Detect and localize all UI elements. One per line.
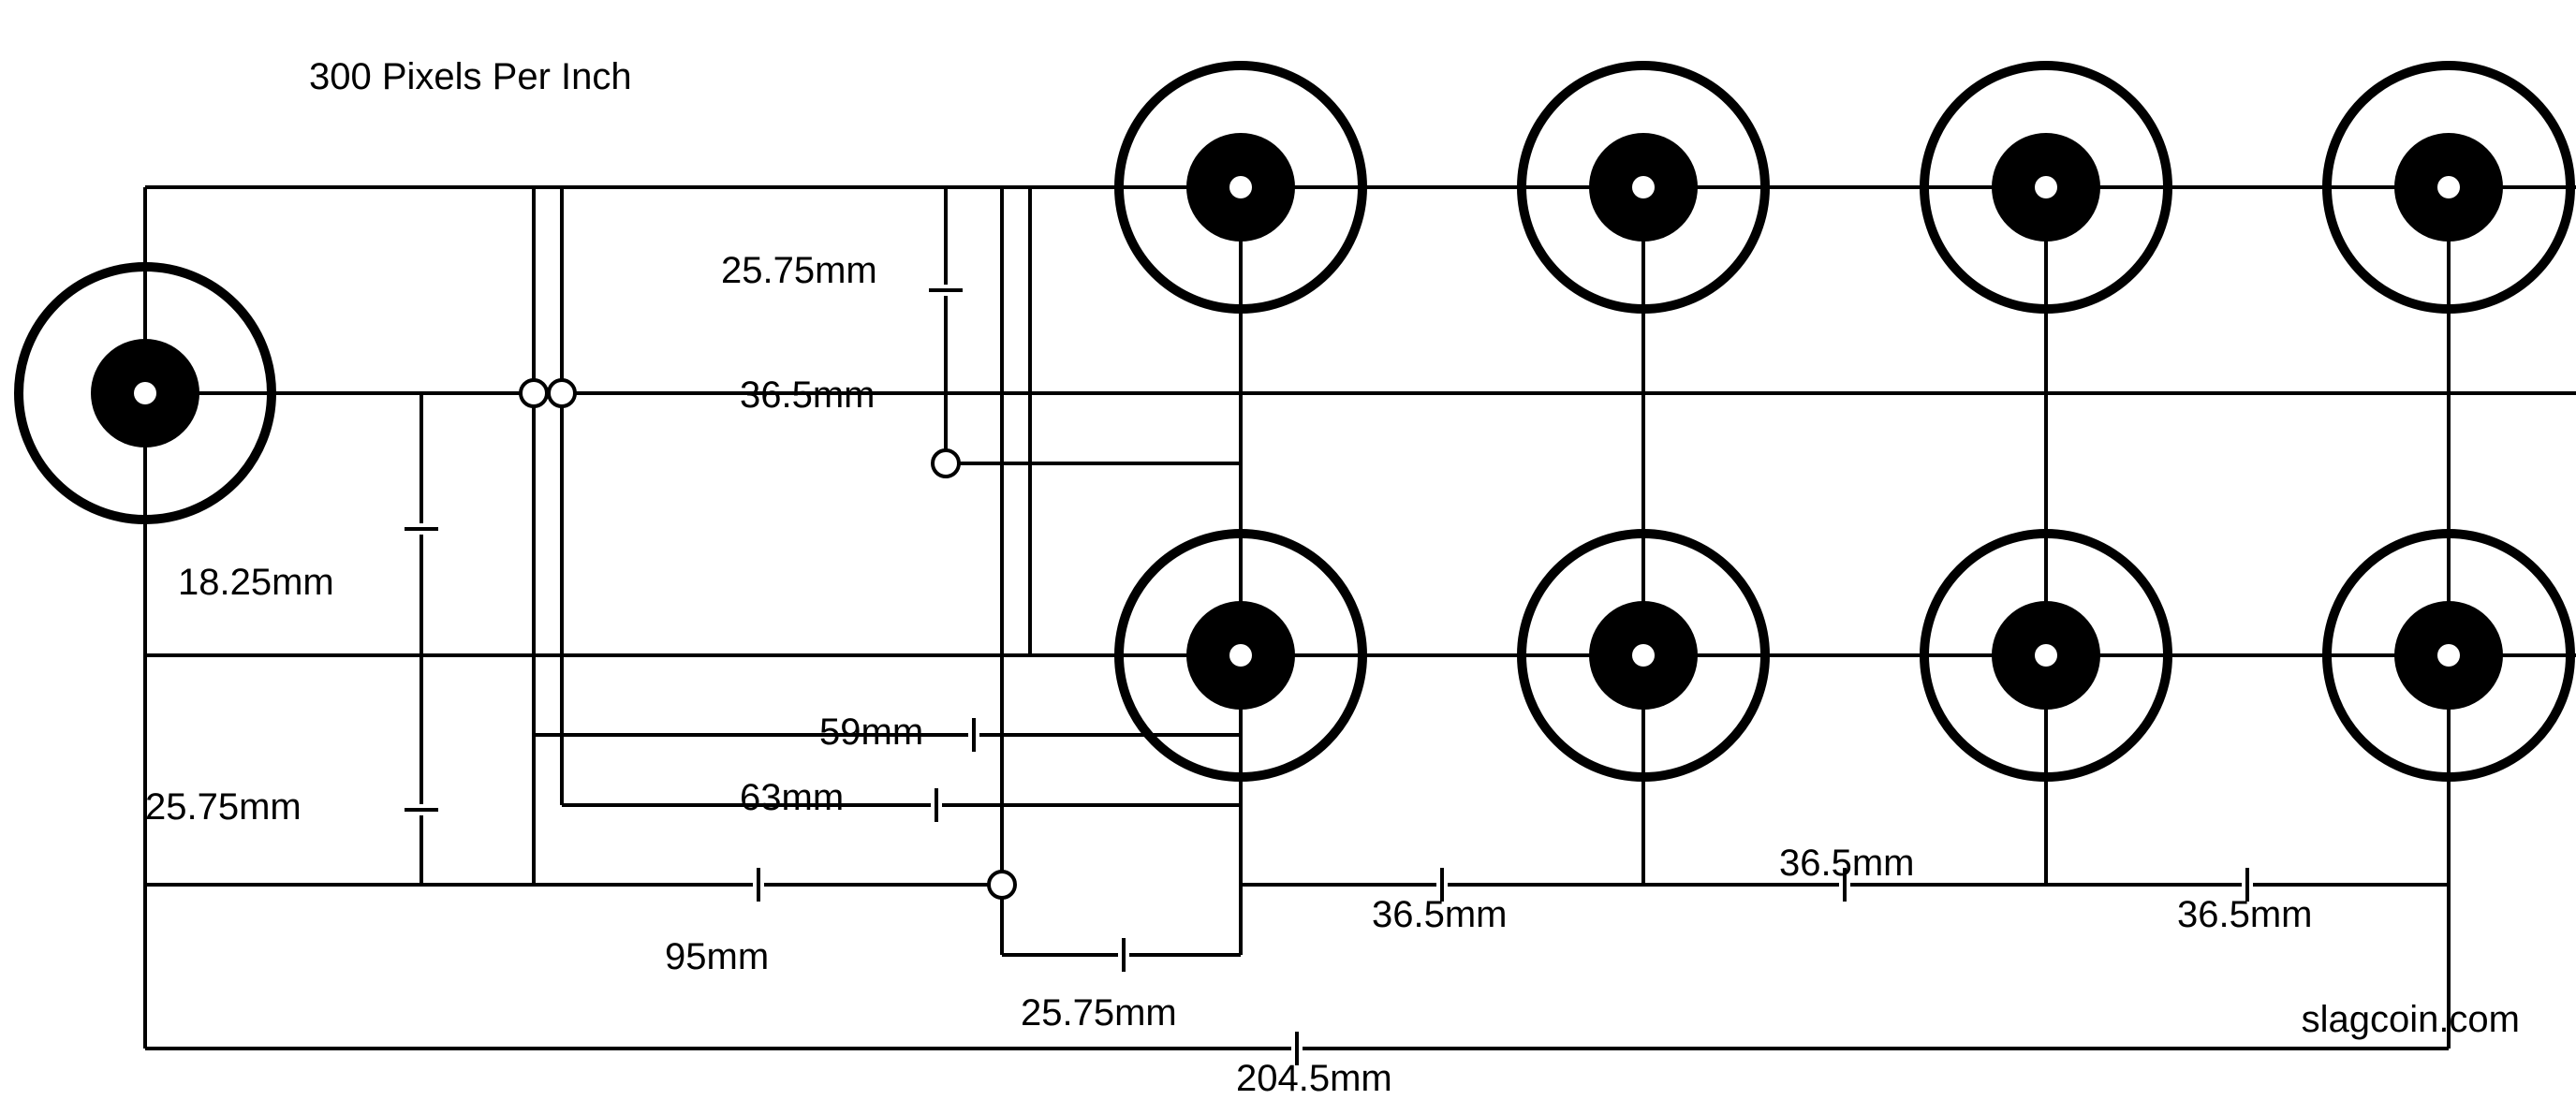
dim-204-5: 204.5mm [1236,1058,1392,1100]
diagram-stage: 300 Pixels Per Inch 25.75mm 36.5mm 18.25… [0,0,2576,1097]
credit-label: slagcoin.com [2302,999,2520,1041]
dim-36-5-b: 36.5mm [1372,894,1508,936]
dim-36-5-a: 36.5mm [740,374,876,417]
dot-1070-945 [989,872,1015,898]
dim-25-75-a: 25.75mm [721,250,877,292]
title-label: 300 Pixels Per Inch [309,56,632,98]
dim-36-5-d: 36.5mm [2177,894,2313,936]
button-hole-3 [2437,176,2460,198]
button-hole-5 [1632,644,1655,667]
dim-59: 59mm [819,711,923,754]
button-hole-7 [2437,644,2460,667]
button-hole-0 [1229,176,1252,198]
dot-600-420 [549,380,575,406]
dot-1010-495 [933,450,959,477]
dim-95: 95mm [665,936,769,978]
button-hole-2 [2035,176,2057,198]
dim-36-5-c: 36.5mm [1779,843,1915,885]
dim-18-25: 18.25mm [178,562,334,604]
dot-570-420 [521,380,547,406]
button-hole-6 [2035,644,2057,667]
button-hole-1 [1632,176,1655,198]
joystick-hole [134,382,156,404]
dim-63: 63mm [740,777,844,819]
dim-25-75-b: 25.75mm [145,786,302,829]
dim-25-75-c: 25.75mm [1021,992,1177,1034]
button-hole-4 [1229,644,1252,667]
